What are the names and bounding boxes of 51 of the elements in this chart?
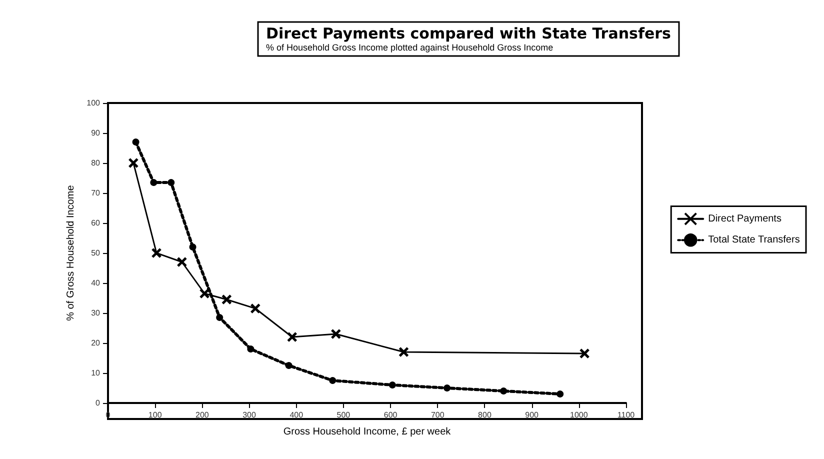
- y-tick-label: 20: [91, 338, 101, 348]
- point: [151, 248, 162, 258]
- x-tick-label: 100: [148, 410, 162, 420]
- y-tick-label: 70: [91, 188, 101, 198]
- legend-label: Direct Payments: [708, 213, 782, 224]
- y-tick-label: 50: [91, 248, 101, 258]
- x-tick-label: 500: [336, 410, 351, 420]
- point: [579, 348, 590, 359]
- point: [250, 303, 261, 314]
- x-axis-title: Gross Household Income, £ per week: [283, 426, 452, 438]
- point: [500, 388, 508, 394]
- x-tick-label: 300: [242, 410, 256, 420]
- point: [330, 328, 342, 340]
- legend-label: Total State Transfers: [708, 234, 800, 246]
- point: [176, 256, 188, 268]
- point: [150, 179, 158, 186]
- x-tick-label: 1000: [570, 410, 588, 420]
- chart-title: Direct Payments compared with State Transfers: [266, 24, 672, 42]
- point: [128, 158, 139, 168]
- y-tick-label: 40: [91, 278, 101, 288]
- y-axis-title: % of Gross Household Income: [65, 184, 76, 321]
- point: [247, 346, 254, 352]
- point: [216, 314, 224, 321]
- point: [199, 288, 210, 299]
- y-tick-label: 10: [91, 368, 101, 378]
- point: [444, 384, 451, 392]
- x-tick-label: 800: [478, 410, 492, 420]
- x-tick-label: 600: [384, 410, 398, 420]
- chart-subtitle: % of Household Gross Income plotted against Household Gross Income: [266, 42, 554, 52]
- point: [132, 138, 140, 146]
- point: [189, 244, 196, 250]
- x-tick-label: 0: [106, 410, 111, 420]
- y-tick-label: 30: [91, 308, 101, 318]
- x-tick-label: 200: [196, 410, 210, 420]
- y-tick-label: 100: [86, 98, 101, 108]
- point: [221, 294, 232, 305]
- y-tick-label: 80: [91, 158, 101, 168]
- y-tick-label: 0: [96, 398, 101, 408]
- x-tick-label: 900: [525, 410, 540, 420]
- point: [556, 390, 564, 398]
- y-tick-label: 60: [91, 218, 101, 228]
- point: [398, 346, 409, 358]
- x-tick-label: 400: [290, 410, 304, 420]
- y-tick-label: 90: [91, 128, 101, 138]
- point: [329, 377, 336, 384]
- x-tick-label: 700: [430, 410, 445, 420]
- point: [286, 332, 298, 342]
- x-tick-label: 1100: [617, 410, 636, 420]
- point: [168, 179, 175, 186]
- point: [388, 382, 396, 388]
- point: [285, 362, 292, 369]
